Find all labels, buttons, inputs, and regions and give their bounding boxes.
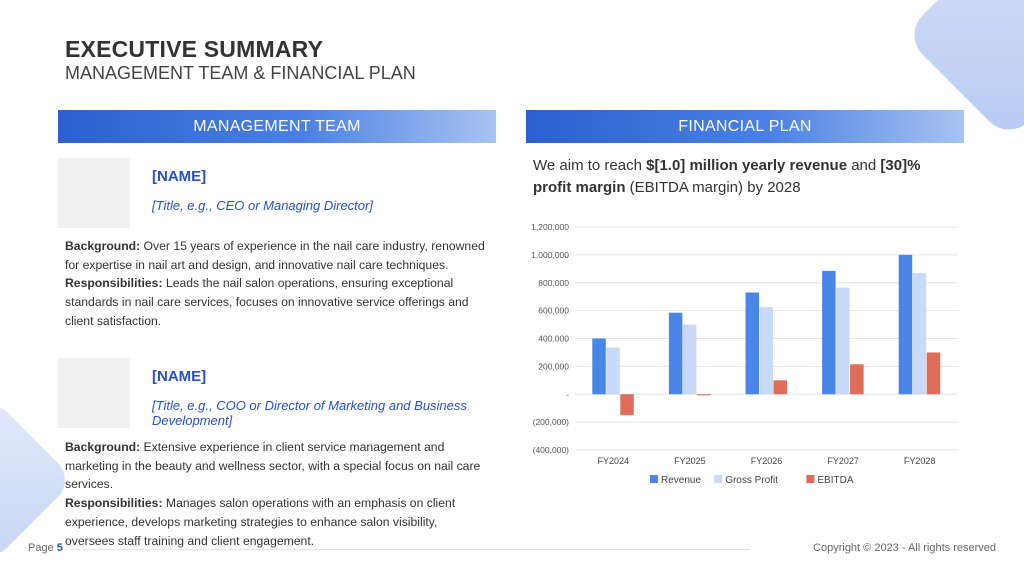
footer-divider <box>70 549 750 550</box>
member-photo-placeholder <box>58 358 130 428</box>
bar-ebitda <box>773 380 787 395</box>
y-tick-label: (200,000) <box>533 417 570 427</box>
y-tick-label: 1,200,000 <box>531 222 569 232</box>
bar-revenue <box>668 312 683 395</box>
legend-label: Gross Profit <box>725 475 778 486</box>
background-text: Extensive experience in client service m… <box>65 440 481 492</box>
bar-revenue <box>592 338 606 395</box>
legend-swatch <box>806 475 815 483</box>
y-tick-label: (400,000) <box>533 445 570 455</box>
y-tick-label: 400,000 <box>538 334 569 344</box>
member-bio: Background: Extensive experience in clie… <box>65 438 490 550</box>
bar-ebitda <box>850 364 864 395</box>
copyright-text: Copyright © 2023 - All rights reserved <box>813 542 996 554</box>
financial-plan-header: FINANCIAL PLAN <box>526 110 964 143</box>
goal-text-part: (EBITDA margin) by 2028 <box>625 179 801 196</box>
page-label: Page <box>28 542 57 554</box>
bar-revenue <box>898 254 913 395</box>
background-label: Background: <box>65 440 141 454</box>
x-tick-label: FY2024 <box>598 456 630 466</box>
bar-gross-profit <box>912 272 927 395</box>
management-team-header: MANAGEMENT TEAM <box>58 110 496 143</box>
member-name: [NAME] <box>152 368 207 385</box>
x-tick-label: FY2028 <box>904 456 936 466</box>
responsibilities-text: Manages salon operations with an emphasi… <box>65 496 456 548</box>
legend-swatch <box>714 475 723 483</box>
responsibilities-text: Leads the nail salon operations, ensurin… <box>65 276 469 328</box>
goal-text-part: We aim to reach <box>533 157 647 174</box>
responsibilities-label: Responsibilities: <box>65 276 163 291</box>
bar-ebitda <box>926 352 941 395</box>
x-tick-label: FY2027 <box>827 456 859 466</box>
management-team-heading: MANAGEMENT TEAM <box>193 117 361 135</box>
member-title: [Title, e.g., COO or Director of Marketi… <box>152 398 467 428</box>
member-photo-placeholder <box>58 158 130 228</box>
bar-revenue <box>822 270 836 395</box>
y-tick-label: 800,000 <box>538 278 569 288</box>
page-number-value: 5 <box>56 542 63 554</box>
bar-revenue <box>745 292 759 395</box>
bar-ebitda <box>620 394 634 416</box>
y-tick-label: 600,000 <box>538 306 569 316</box>
bar-gross-profit <box>759 307 773 395</box>
bar-gross-profit <box>606 347 620 395</box>
x-tick-label: FY2025 <box>674 456 706 466</box>
y-tick-label: - <box>566 389 569 399</box>
goal-margin-highlight: profit margin <box>533 179 626 196</box>
background-label: Background: <box>65 239 141 253</box>
responsibilities-label: Responsibilities: <box>65 496 163 511</box>
legend-label: Revenue <box>661 475 701 486</box>
page-number: Page 5 <box>28 542 63 554</box>
bar-gross-profit <box>682 324 697 395</box>
background-text: Over 15 years of experience in the nail … <box>65 239 485 272</box>
financial-bar-chart: 1,200,000 1,000,000 800,000 600,000 400,000 2… <box>531 222 958 486</box>
goal-revenue-highlight: $[1.0] million yearly revenue <box>646 157 848 174</box>
page-title: EXECUTIVE SUMMARY <box>65 36 324 62</box>
member-bio: Background: Over 15 years of experience … <box>65 237 490 331</box>
x-tick-label: FY2026 <box>751 456 783 466</box>
bar-ebitda <box>696 394 711 396</box>
bar-gross-profit <box>836 287 850 395</box>
goal-text-part: and <box>847 157 881 174</box>
y-tick-label: 200,000 <box>538 361 569 371</box>
member-name: [NAME] <box>152 168 207 185</box>
financial-goal-text: We aim to reach $[1.0] million yearly re… <box>533 155 953 199</box>
member-title: [Title, e.g., CEO or Managing Director] <box>152 198 373 213</box>
legend-swatch <box>650 475 658 483</box>
page-subtitle: MANAGEMENT TEAM & FINANCIAL PLAN <box>65 63 416 83</box>
y-tick-label: 1,000,000 <box>531 250 569 260</box>
goal-margin-value: [30]% <box>880 157 921 174</box>
legend-label: EBITDA <box>817 475 853 486</box>
financial-plan-heading: FINANCIAL PLAN <box>678 117 812 135</box>
